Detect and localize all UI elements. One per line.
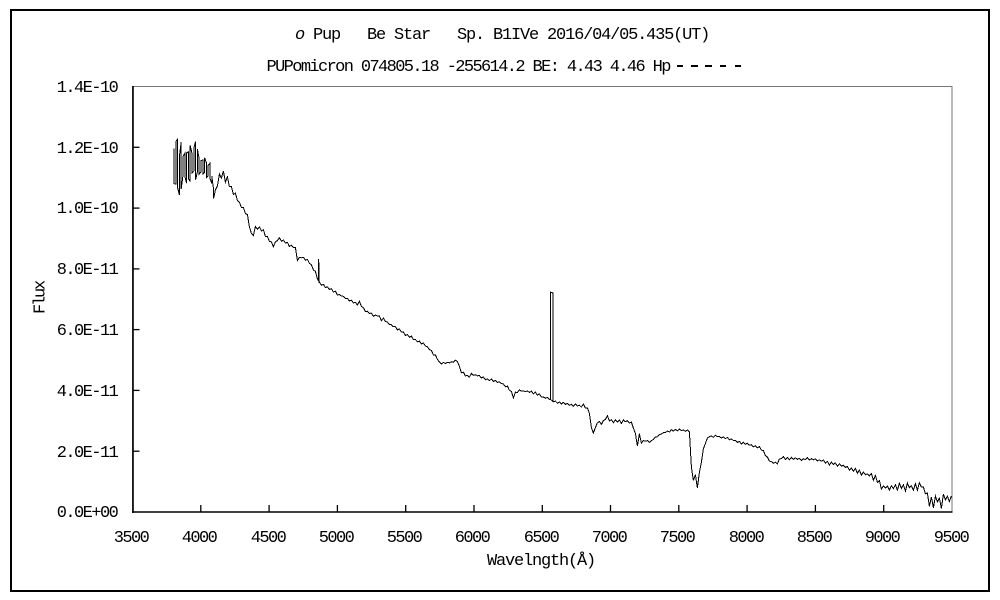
svg-text:Flux: Flux	[32, 280, 51, 314]
